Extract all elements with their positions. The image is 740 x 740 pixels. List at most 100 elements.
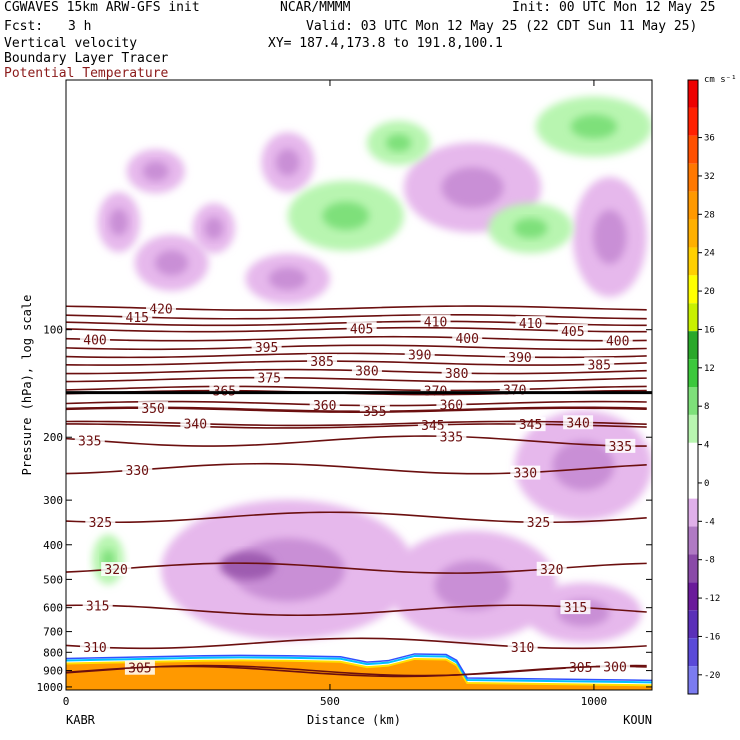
colorbar-frame [687, 79, 699, 695]
colorbar-label: 24 [704, 249, 715, 259]
theta-label-bg [600, 659, 631, 674]
vv-negative-core [109, 208, 129, 236]
plot-frame [65, 79, 653, 691]
vertical-velocity-shading [92, 96, 652, 643]
theta-label-340: 340 [566, 416, 589, 431]
theta-label-bg [254, 370, 285, 385]
theta-label-bg [523, 515, 554, 530]
colorbar-swatch [688, 163, 698, 192]
theta-label-310: 310 [511, 641, 534, 656]
colorbar-swatch [688, 191, 698, 220]
theta-label-385: 385 [587, 358, 610, 373]
vv-negative-core [275, 148, 300, 176]
colorbar-swatch [688, 470, 698, 499]
theta-label-300: 300 [603, 660, 626, 675]
theta-label-320: 320 [104, 563, 127, 578]
colorbar-swatch [688, 414, 698, 443]
theta-label-bg [404, 347, 435, 362]
theta-label-420: 420 [149, 303, 172, 318]
theta-contour-395 [66, 344, 647, 351]
theta-label-bg [510, 465, 541, 480]
x-axis-title: Distance (km) [307, 713, 401, 727]
theta-contour-330 [66, 462, 647, 475]
theta-label-bg [557, 323, 588, 338]
theta-label-370: 370 [503, 384, 526, 399]
theta-label-bg [82, 598, 113, 613]
vv-negative-core [434, 560, 511, 611]
vv-positive-core [385, 134, 412, 152]
theta-label-340: 340 [184, 418, 207, 433]
colorbar-swatch [688, 498, 698, 527]
xy-range: XY= 187.4,173.8 to 191.8,100.1 [268, 36, 503, 51]
theta-contour-370 [66, 385, 647, 392]
colorbar-label: 0 [704, 479, 709, 489]
colorbar-label: -20 [704, 671, 720, 681]
init-time: Init: 00 UTC Mon 12 May 25 [512, 0, 716, 15]
colorbar-swatch [688, 359, 698, 387]
left-station-label: KABR [66, 713, 96, 727]
theta-label-bg [351, 363, 382, 378]
colorbar-label: 28 [704, 210, 715, 220]
theta-label-380: 380 [355, 365, 378, 380]
colorbar-swatch [688, 107, 698, 136]
org-label: NCAR/MMMM [280, 0, 351, 15]
y-tick-label: 600 [43, 602, 63, 615]
colorbar-swatch [688, 442, 698, 471]
theta-label-bg [515, 417, 546, 432]
colorbar-label: 4 [704, 441, 709, 451]
theta-contour-315 [66, 604, 647, 617]
theta-label-bg [85, 515, 116, 530]
theta-label-325: 325 [527, 516, 550, 531]
theta-label-335: 335 [440, 430, 463, 445]
y-axis-title: Pressure (hPa), log scale [20, 295, 34, 476]
theta-label-bg [80, 640, 111, 655]
theta-label-350: 350 [141, 402, 164, 417]
colorbar-units: cm s⁻¹ [704, 75, 737, 85]
theta-label-bg [605, 438, 636, 453]
colorbar-label: -4 [704, 517, 715, 527]
pbl-edge-cyan [66, 654, 652, 684]
colorbar-label: 32 [704, 172, 715, 182]
theta-label-bg [420, 314, 451, 329]
colorbar-label: 16 [704, 325, 715, 335]
theta-label-bg [602, 333, 633, 348]
theta-label-bg [346, 321, 377, 336]
theta-label-bg [307, 354, 338, 369]
colorbar-swatch [688, 666, 698, 694]
colorbar: -20 -16 -12 -8 -4 0 4 8 12 16 20 24 28 32 36 [687, 79, 720, 695]
vv-negative-core [154, 250, 189, 276]
theta-label-bg [515, 316, 546, 331]
colorbar-label: 8 [704, 402, 709, 412]
theta-label-390: 390 [508, 351, 531, 366]
x-tick-label: 500 [320, 695, 340, 708]
theta-label-415: 415 [126, 311, 149, 326]
theta-label-bg [180, 416, 211, 431]
theta-label-bg [74, 433, 105, 448]
theta-label-305: 305 [128, 662, 151, 677]
theta-label-375: 375 [258, 372, 281, 387]
theta-label-345: 345 [519, 418, 542, 433]
y-tick-label: 900 [43, 665, 63, 678]
y-tick-label: 100 [43, 324, 63, 337]
y-tick-label: 500 [43, 573, 63, 586]
y-tick-label: 400 [43, 539, 63, 552]
y-tick-label: 1000 [37, 681, 64, 694]
theta-label-bg [122, 462, 153, 477]
theta-contour-390 [66, 352, 647, 359]
theta-label-395: 395 [255, 341, 278, 356]
theta-label-bg [80, 332, 111, 347]
colorbar-swatch [688, 554, 698, 583]
colorbar-swatch [688, 80, 698, 108]
vv-negative-core [268, 267, 307, 290]
field-boundary-layer-tracer: Boundary Layer Tracer [4, 51, 169, 66]
theta-contour-400 [66, 335, 647, 342]
theta-label-325: 325 [89, 516, 112, 531]
theta-label-bg [146, 301, 177, 316]
theta-label-380: 380 [445, 367, 468, 382]
theta-contour-415 [66, 313, 647, 320]
theta-label-bg [505, 350, 536, 365]
pbl-edge-yellow [66, 657, 652, 687]
